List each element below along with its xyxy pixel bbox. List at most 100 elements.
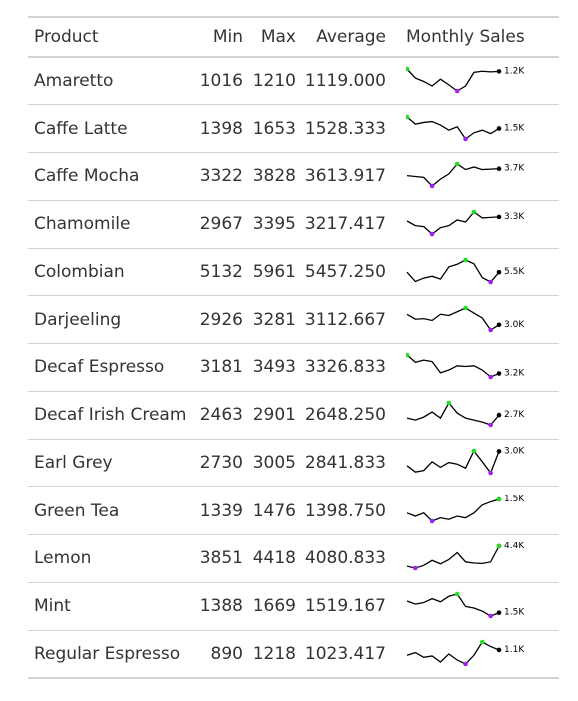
- sparkline-last-label: 3.7K: [504, 164, 525, 174]
- sparkline: 2.7K: [406, 400, 525, 428]
- product-cell: Colombian: [28, 248, 192, 297]
- sparkline-last-label: 1.2K: [504, 67, 525, 77]
- table-row: Regular Espresso 890 1218 1023.417 1.1K: [28, 630, 559, 679]
- sparkline-min-point: [454, 88, 460, 94]
- sparkline-min-point: [463, 136, 468, 141]
- table-row: Caffe Latte 1398 1653 1528.333 1.5K: [28, 104, 559, 153]
- sparkline-last-point: [496, 610, 502, 616]
- sparkline-cell: 1.5K: [386, 104, 559, 153]
- product-cell: Caffe Mocha: [28, 152, 192, 201]
- max-cell: 3493: [243, 343, 296, 392]
- min-cell: 3181: [192, 343, 243, 392]
- sparkline-min-point: [463, 661, 468, 666]
- max-cell: 1669: [243, 582, 296, 631]
- table-row: Amaretto 1016 1210 1119.000 1.2K: [28, 57, 559, 106]
- table-row: Green Tea 1339 1476 1398.750 1.5K: [28, 486, 559, 535]
- sparkline-cell: 1.1K: [386, 630, 559, 679]
- sparkline-max-point: [479, 639, 485, 644]
- sparkline-min-point: [429, 518, 435, 523]
- product-cell: Green Tea: [28, 486, 192, 535]
- sparkline-cell: 1.5K: [386, 582, 559, 631]
- min-cell: 2926: [192, 295, 243, 344]
- max-cell: 3005: [243, 439, 296, 488]
- min-cell: 3851: [192, 534, 243, 583]
- header-average: Average: [296, 16, 386, 58]
- max-cell: 3395: [243, 200, 296, 249]
- min-cell: 2967: [192, 200, 243, 249]
- sparkline-series: [406, 354, 500, 379]
- header-min: Min: [192, 16, 243, 58]
- header-max: Max: [243, 16, 296, 58]
- sparkline-max-point: [454, 162, 460, 167]
- sparkline-min-point: [429, 231, 435, 237]
- average-cell: 3217.417: [296, 200, 386, 249]
- product-cell: Regular Espresso: [28, 630, 192, 679]
- sparkline: 1.5K: [406, 591, 525, 619]
- sparkline-cell: 5.5K: [386, 248, 559, 297]
- sparkline-series: [406, 68, 500, 92]
- sparkline: 3.7K: [406, 162, 525, 189]
- sparkline-last-point: [496, 322, 502, 327]
- product-cell: Decaf Irish Cream: [28, 391, 192, 440]
- average-cell: 1119.000: [296, 57, 386, 106]
- sales-summary-table: Product Min Max Average Monthly Sales Am…: [28, 16, 559, 679]
- min-cell: 2730: [192, 439, 243, 488]
- table-row: Lemon 3851 4418 4080.833 4.4K: [28, 534, 559, 583]
- sparkline-max-point: [406, 114, 410, 119]
- sparkline-max-point: [463, 305, 468, 310]
- sparkline-cell: 3.3K: [386, 200, 559, 249]
- sparkline-last-label: 5.5K: [504, 267, 525, 277]
- sparkline-last-label: 1.1K: [504, 645, 525, 655]
- sparkline-max-point: [454, 591, 460, 597]
- sparkline-last-label: 1.5K: [504, 123, 525, 133]
- sparkline-max-point: [496, 496, 502, 501]
- average-cell: 3613.917: [296, 152, 386, 201]
- sparkline-series: [406, 640, 500, 665]
- sparkline-last-point: [496, 69, 502, 74]
- average-cell: 2648.250: [296, 391, 386, 440]
- sparkline-min-point: [429, 184, 435, 189]
- sparkline-max-point: [446, 400, 452, 406]
- sparkline-cell: 4.4K: [386, 534, 559, 583]
- sparkline-series: [406, 401, 500, 426]
- header-monthly-sales: Monthly Sales: [386, 16, 559, 58]
- sparkline-series: [406, 498, 500, 522]
- sparkline-cell: 3.0K: [386, 295, 559, 344]
- average-cell: 5457.250: [296, 248, 386, 297]
- average-cell: 1398.750: [296, 486, 386, 535]
- sparkline-last-point: [496, 214, 502, 220]
- sparkline-series: [406, 449, 500, 475]
- sparkline-last-point: [496, 269, 502, 275]
- sparkline-min-point: [488, 279, 493, 285]
- sparkline-max-point: [463, 257, 468, 263]
- max-cell: 1210: [243, 57, 296, 106]
- sparkline-max-point: [406, 353, 410, 358]
- sparkline: 1.5K: [406, 495, 525, 523]
- sparkline-series: [406, 163, 500, 188]
- min-cell: 1016: [192, 57, 243, 106]
- table-row: Decaf Irish Cream 2463 2901 2648.250 2.7K: [28, 391, 559, 440]
- sparkline-last-label: 3.3K: [504, 212, 525, 222]
- min-cell: 5132: [192, 248, 243, 297]
- max-cell: 1218: [243, 630, 296, 679]
- table-row: Darjeeling 2926 3281 3112.667 3.0K: [28, 295, 559, 344]
- sparkline-min-point: [488, 375, 493, 380]
- min-cell: 1339: [192, 486, 243, 535]
- max-cell: 2901: [243, 391, 296, 440]
- min-cell: 1388: [192, 582, 243, 631]
- table-row: Mint 1388 1669 1519.167 1.5K: [28, 582, 559, 631]
- sparkline: 4.4K: [406, 542, 525, 571]
- sparkline-last-label: 4.4K: [504, 542, 525, 551]
- product-cell: Chamomile: [28, 200, 192, 249]
- table-row: Chamomile 2967 3395 3217.417 3.3K: [28, 200, 559, 249]
- sparkline: 1.1K: [406, 639, 525, 666]
- average-cell: 1519.167: [296, 582, 386, 631]
- min-cell: 890: [192, 630, 243, 679]
- sparkline-max-point: [471, 448, 477, 454]
- sparkline-cell: 3.0K: [386, 439, 559, 488]
- sparkline-cell: 3.2K: [386, 343, 559, 392]
- table-row: Colombian 5132 5961 5457.250 5.5K: [28, 248, 559, 297]
- max-cell: 1653: [243, 104, 296, 153]
- product-cell: Mint: [28, 582, 192, 631]
- sparkline: 1.2K: [406, 67, 525, 94]
